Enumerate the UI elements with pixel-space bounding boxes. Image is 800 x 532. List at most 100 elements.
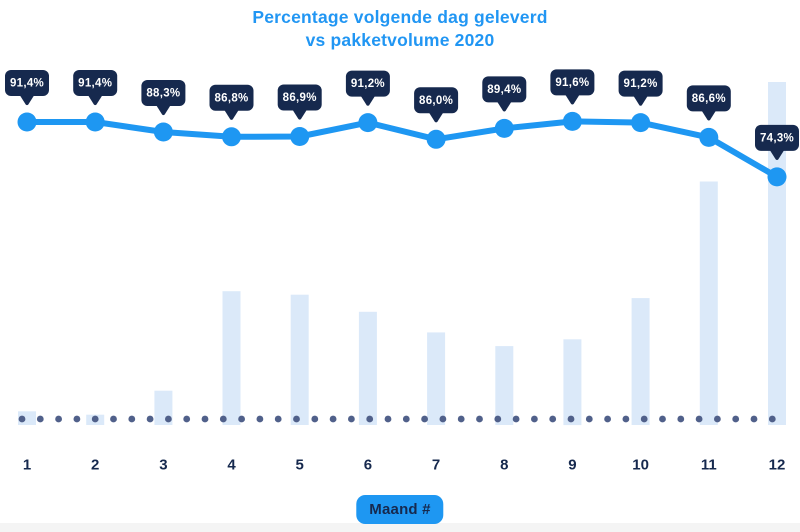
dotted-baseline (18, 415, 776, 423)
tooltip-bubble (550, 69, 595, 96)
volume-bar-month-9 (563, 339, 582, 426)
baseline-dot (421, 415, 428, 423)
baseline-dot (750, 415, 758, 423)
value-tooltip-month-5: 86,9% (277, 84, 322, 120)
chart-title-line2: vs pakketvolume 2020 (305, 30, 495, 50)
tooltip-value-label: 89,4% (487, 84, 521, 96)
baseline-dot (91, 415, 99, 423)
tooltip-bubble (345, 70, 390, 97)
tooltip-value-label: 86,9% (283, 92, 317, 104)
baseline-dot (640, 415, 648, 423)
tooltip-value-label: 88,3% (146, 88, 180, 100)
baseline-dot (549, 415, 557, 423)
x-axis-label-month-6: 6 (364, 457, 372, 474)
baseline-dot (732, 415, 740, 423)
tooltip-pointer (224, 110, 239, 120)
line-point-month-3 (153, 122, 173, 142)
baseline-dot (165, 415, 172, 423)
baseline-dot (18, 415, 26, 423)
baseline-dot (293, 415, 300, 423)
tooltip-value-label: 91,2% (351, 78, 385, 90)
baseline-dot (659, 415, 666, 423)
x-axis-label-month-9: 9 (568, 457, 576, 474)
x-axis-label-month-7: 7 (432, 457, 440, 474)
tooltip-pointer (497, 101, 512, 112)
value-tooltip-month-6: 91,2% (345, 70, 390, 106)
baseline-dot (183, 415, 191, 423)
baseline-dot (476, 415, 483, 423)
baseline-dot (677, 415, 685, 423)
percentage-line-group (17, 111, 787, 187)
baseline-dot (585, 415, 593, 423)
percentage-line (24, 118, 780, 180)
value-tooltip-month-3: 88,3% (141, 80, 186, 116)
tooltip-value-label: 91,4% (10, 78, 44, 90)
volume-bar-month-5 (290, 294, 309, 425)
volume-bars-group (18, 82, 786, 426)
value-tooltip-month-12: 74,3% (755, 124, 799, 160)
volume-bar-month-10 (631, 298, 650, 425)
tooltip-bubble (277, 84, 322, 111)
x-axis-label-month-11: 11 (701, 457, 717, 474)
baseline-dot (604, 415, 611, 423)
tooltip-bubble (686, 85, 731, 112)
x-axis-label-month-10: 10 (632, 457, 649, 474)
tooltip-pointer (88, 95, 103, 106)
baseline-dot (110, 415, 117, 423)
line-point-month-6 (358, 113, 378, 133)
baseline-dot (439, 415, 447, 423)
value-tooltip-month-4: 86,8% (209, 84, 254, 120)
tooltip-pointer (701, 110, 716, 121)
line-point-month-12 (767, 167, 787, 187)
baseline-dot (146, 415, 154, 423)
baseline-dot (567, 415, 575, 423)
x-axis-label-month-2: 2 (91, 457, 99, 474)
line-point-month-2 (85, 112, 105, 132)
value-tooltip-month-8: 89,4% (482, 76, 527, 112)
baseline-dot (348, 415, 355, 423)
value-tooltips-group: 91,4% 91,4% 88,3% 86,8% 86,9% 91,2% 86,0% 89,4%… (5, 69, 799, 160)
tooltip-value-label: 91,6% (555, 77, 589, 89)
baseline-dot (494, 415, 502, 423)
tooltip-bubble (73, 70, 118, 96)
x-axis-label-month-4: 4 (227, 457, 236, 474)
baseline-dot (695, 415, 703, 423)
tooltip-value-label: 74,3% (760, 132, 794, 144)
baseline-dot (512, 415, 520, 423)
x-axis-labels: 1 2 3 4 5 6 7 8 9 10 11 12 (23, 457, 786, 474)
tooltip-pointer (429, 112, 444, 123)
tooltip-bubble (414, 87, 459, 114)
x-axis-label-month-1: 1 (23, 457, 31, 474)
tooltip-pointer (770, 150, 784, 160)
volume-bar-month-6 (358, 311, 377, 425)
tooltip-bubble (141, 80, 186, 106)
baseline-dot (73, 415, 81, 423)
tooltip-pointer (360, 96, 375, 106)
volume-bar-month-8 (495, 346, 514, 425)
line-point-month-10 (631, 113, 651, 133)
baseline-dot (201, 415, 209, 423)
line-point-month-11 (699, 127, 719, 147)
value-tooltip-month-11: 86,6% (686, 85, 731, 121)
tooltip-pointer (633, 96, 648, 106)
footer-strip (0, 523, 800, 532)
tooltip-pointer (156, 105, 171, 116)
tooltip-value-label: 86,0% (419, 95, 453, 107)
tooltip-value-label: 91,2% (624, 78, 658, 90)
line-point-month-8 (494, 118, 514, 138)
line-point-month-1 (17, 112, 37, 132)
volume-bar-month-7 (427, 332, 446, 425)
tooltip-pointer (20, 95, 34, 106)
line-point-month-4 (222, 127, 241, 147)
baseline-dot (457, 415, 465, 423)
baseline-dot (329, 415, 337, 423)
baseline-dot (622, 415, 630, 423)
tooltip-bubble (5, 70, 49, 96)
value-tooltip-month-10: 91,2% (618, 70, 663, 106)
x-axis-label-month-3: 3 (159, 457, 167, 474)
baseline-dot (714, 415, 721, 423)
value-tooltip-month-2: 91,4% (73, 70, 118, 106)
baseline-dot (256, 415, 264, 423)
